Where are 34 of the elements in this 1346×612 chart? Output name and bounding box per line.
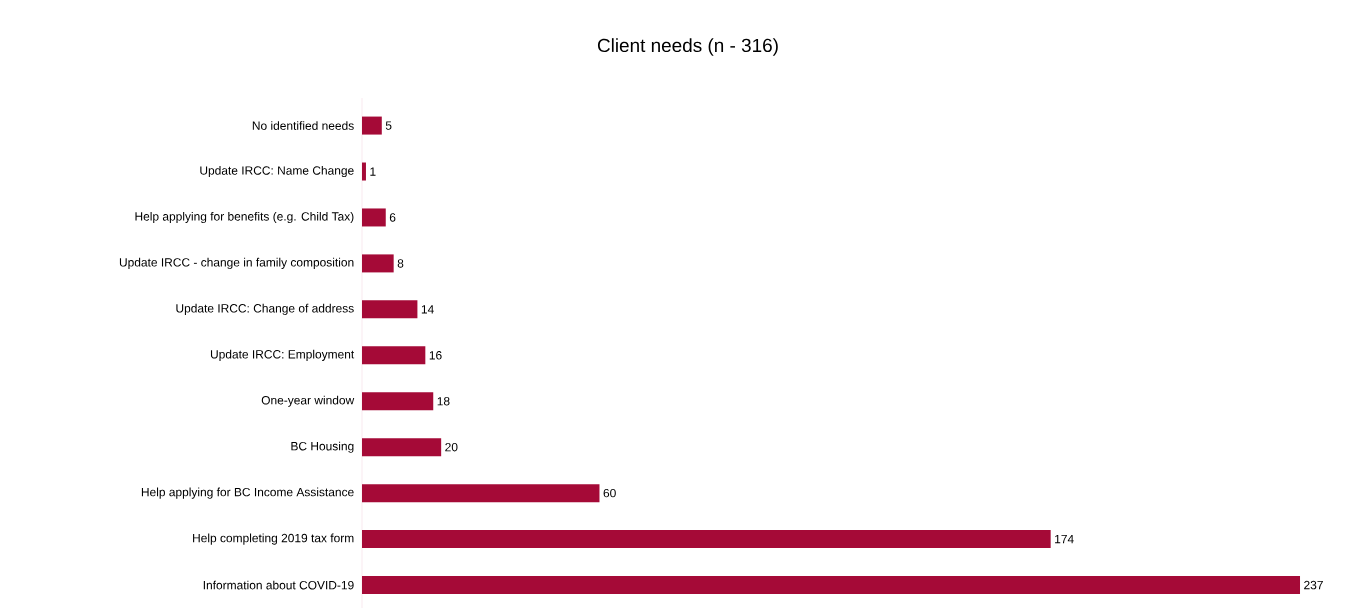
data-label: 16 [429,351,442,360]
data-label: 1 [370,167,376,176]
y-tick-label: Help completing 2019 tax form [193,533,354,545]
bar [362,438,442,457]
y-tick-label: Help applying for benefits (e.g. Child Tax) [135,211,354,224]
bar [362,576,1301,595]
bar [362,484,600,503]
chart-title: Client needs (n - 316) [597,38,778,56]
data-label: 174 [1055,534,1074,544]
bar [362,392,434,411]
data-label: 20 [445,442,458,452]
y-tick-label: No identified needs [252,121,354,130]
data-label: 60 [603,488,616,498]
data-label: 18 [437,397,450,406]
y-tick-label: BC Housing [291,441,354,453]
bar [362,254,394,273]
y-tick-label: Help applying for BC Income Assistance [141,487,354,499]
data-label: 14 [421,305,434,314]
y-tick-label: Update IRCC: Employment [210,349,355,361]
bar [362,116,382,135]
bar [362,208,386,227]
bar [362,346,426,365]
bar [362,530,1051,549]
bar [362,162,366,181]
y-tick-label: One-year window [261,395,355,407]
y-tick-label: Update IRCC - change in family composition [119,257,354,269]
y-tick-label: Information about COVID-19 [203,580,354,590]
y-tick-label: Update IRCC: Change of address [176,303,354,315]
data-label: 8 [397,259,404,268]
data-label: 237 [1304,580,1323,590]
data-label: 6 [389,213,396,222]
data-label: 5 [385,121,392,130]
bar [362,300,418,319]
y-tick-label: Update IRCC: Name Change [200,165,354,178]
